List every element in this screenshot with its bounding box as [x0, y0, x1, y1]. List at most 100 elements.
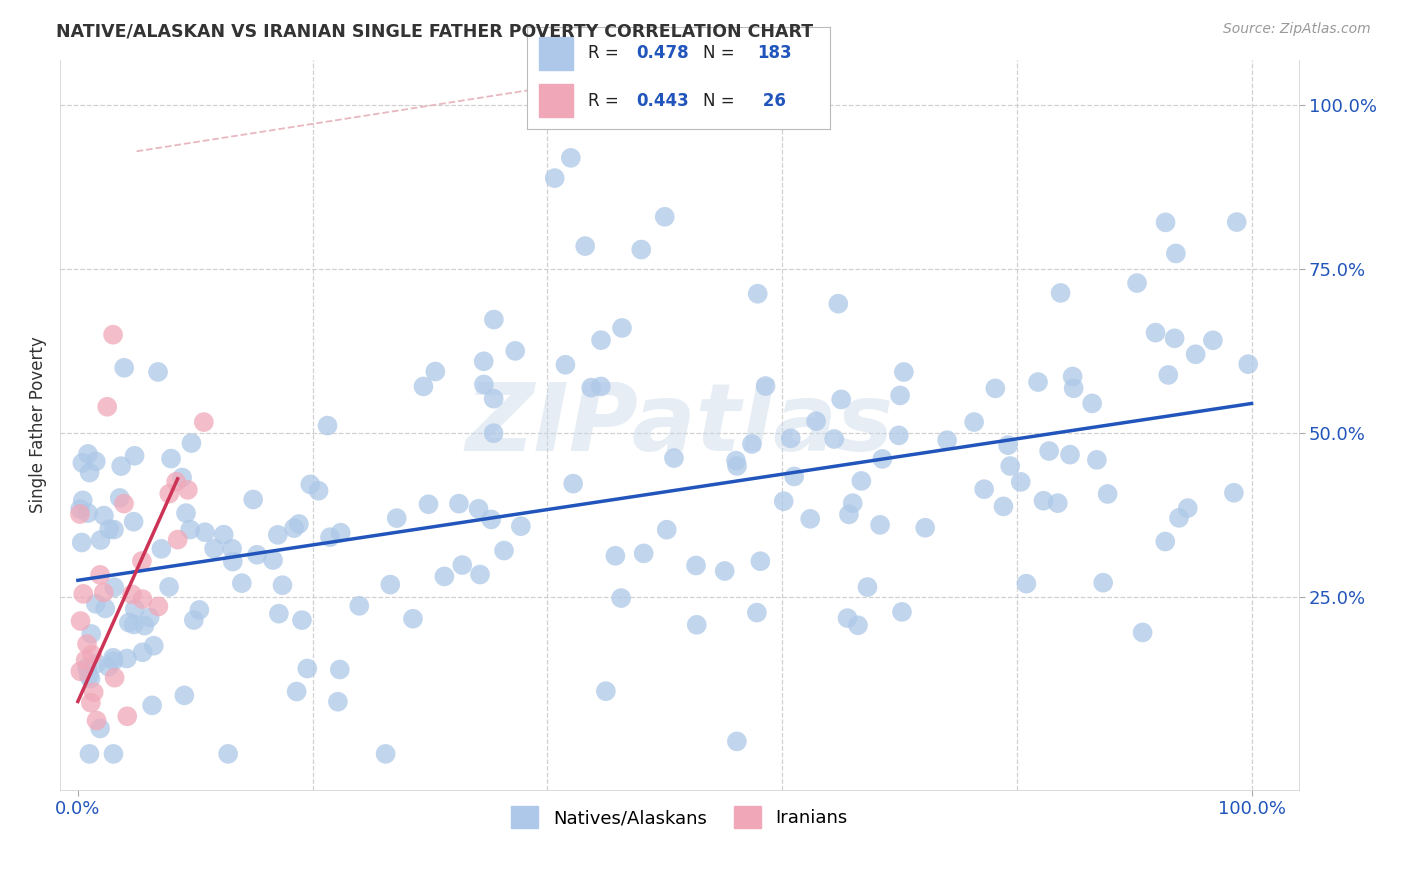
Point: [1202, 333, 1225, 347]
Point: [90, 533, 112, 547]
Point: [267, 528, 290, 542]
Point: [482, 312, 505, 326]
Point: [1059, 448, 1081, 462]
Point: [115, 651, 138, 665]
Point: [267, 607, 290, 621]
Point: [804, 414, 827, 428]
Point: [180, 436, 202, 450]
Point: [1177, 501, 1199, 516]
Point: [89, 567, 111, 582]
Point: [745, 606, 768, 620]
Point: [468, 567, 491, 582]
Text: 0.443: 0.443: [636, 92, 689, 110]
Point: [823, 432, 845, 446]
Point: [433, 569, 456, 583]
Point: [425, 365, 447, 379]
Y-axis label: Single Father Poverty: Single Father Poverty: [30, 336, 46, 513]
Point: [655, 523, 678, 537]
Point: [755, 379, 778, 393]
Point: [914, 521, 936, 535]
Point: [963, 415, 986, 429]
Point: [288, 516, 311, 531]
Point: [115, 709, 138, 723]
Point: [560, 151, 582, 165]
Point: [291, 613, 314, 627]
Point: [103, 580, 125, 594]
Point: [316, 418, 339, 433]
Point: [177, 483, 200, 497]
Point: [830, 392, 852, 407]
Point: [89, 722, 111, 736]
Point: [482, 392, 505, 406]
Point: [283, 521, 305, 535]
Point: [936, 433, 959, 447]
Point: [160, 451, 183, 466]
Point: [893, 365, 915, 379]
Point: [554, 358, 576, 372]
Point: [188, 603, 211, 617]
Point: [131, 645, 153, 659]
Point: [75, 653, 97, 667]
Point: [299, 477, 322, 491]
Point: [72, 493, 94, 508]
Point: [77, 506, 100, 520]
Point: [783, 469, 806, 483]
Point: [308, 483, 330, 498]
Point: [1157, 368, 1180, 382]
Point: [973, 482, 995, 496]
Point: [121, 587, 143, 601]
Text: Source: ZipAtlas.com: Source: ZipAtlas.com: [1223, 22, 1371, 37]
Point: [633, 546, 655, 560]
Point: [1223, 485, 1246, 500]
Point: [79, 747, 101, 761]
Point: [984, 381, 1007, 395]
Point: [93, 585, 115, 599]
Point: [84, 597, 107, 611]
Point: [179, 523, 201, 537]
Point: [509, 519, 531, 533]
Point: [998, 458, 1021, 473]
Point: [157, 580, 180, 594]
Point: [124, 602, 146, 616]
Point: [86, 657, 108, 671]
Point: [231, 576, 253, 591]
Point: [838, 508, 860, 522]
Point: [1032, 493, 1054, 508]
Point: [138, 610, 160, 624]
Point: [80, 696, 103, 710]
Point: [1163, 331, 1185, 345]
Text: 0.478: 0.478: [636, 45, 689, 62]
Point: [779, 431, 801, 445]
Point: [77, 447, 100, 461]
Point: [837, 611, 859, 625]
Point: [79, 466, 101, 480]
Point: [319, 530, 342, 544]
Point: [242, 492, 264, 507]
Point: [869, 517, 891, 532]
Point: [166, 533, 188, 547]
Point: [451, 558, 474, 572]
Point: [610, 321, 633, 335]
Point: [472, 354, 495, 368]
Point: [1154, 534, 1177, 549]
Point: [76, 661, 98, 675]
Point: [101, 327, 124, 342]
Point: [69, 502, 91, 516]
Point: [183, 613, 205, 627]
Point: [1126, 276, 1149, 290]
Point: [1085, 453, 1108, 467]
Point: [165, 475, 187, 489]
Point: [997, 438, 1019, 452]
Point: [194, 525, 217, 540]
Point: [79, 672, 101, 686]
Point: [326, 695, 349, 709]
Point: [851, 474, 873, 488]
Point: [1026, 375, 1049, 389]
Point: [472, 377, 495, 392]
Point: [131, 592, 153, 607]
Point: [1081, 396, 1104, 410]
Point: [846, 618, 869, 632]
Point: [447, 497, 470, 511]
Point: [374, 747, 396, 761]
Point: [724, 453, 747, 467]
